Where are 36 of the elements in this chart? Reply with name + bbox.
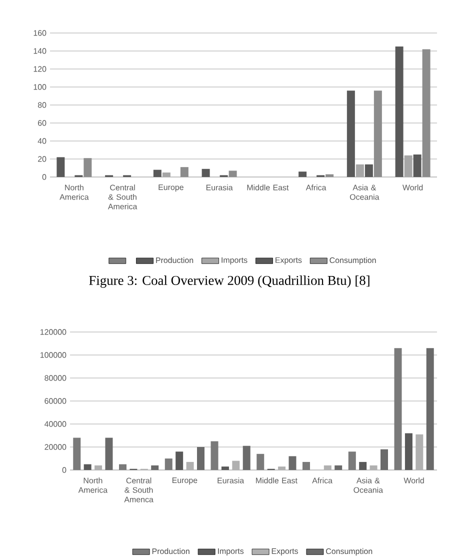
bar [151, 465, 159, 470]
bar [413, 154, 422, 177]
bar [426, 348, 434, 470]
bar [228, 170, 237, 177]
bar [374, 90, 382, 177]
bar [394, 348, 402, 470]
bar [346, 90, 355, 177]
bar [153, 170, 162, 177]
bar [164, 458, 172, 470]
bar [105, 438, 113, 470]
bar [119, 464, 127, 470]
bar [84, 158, 92, 177]
bar [380, 449, 388, 470]
bar [364, 164, 373, 177]
bar [288, 456, 296, 470]
bar [202, 168, 210, 177]
bar [256, 454, 264, 470]
bar [395, 46, 404, 177]
bar [404, 433, 412, 470]
bar [210, 441, 218, 470]
bar [298, 172, 307, 177]
bar [334, 465, 342, 470]
bar [302, 462, 310, 470]
bar [326, 174, 334, 177]
bar [196, 447, 204, 470]
bar [221, 466, 229, 470]
bar [348, 452, 356, 470]
bar [242, 446, 250, 470]
bar [56, 157, 65, 177]
bar [73, 438, 81, 470]
bar [84, 464, 92, 470]
caption: Figure 3: Coal Overview 2009 (Quadrillion Btu) [8] [89, 276, 370, 288]
bar [359, 462, 367, 470]
bar [180, 167, 188, 177]
bar [176, 452, 184, 470]
bar [422, 49, 430, 177]
